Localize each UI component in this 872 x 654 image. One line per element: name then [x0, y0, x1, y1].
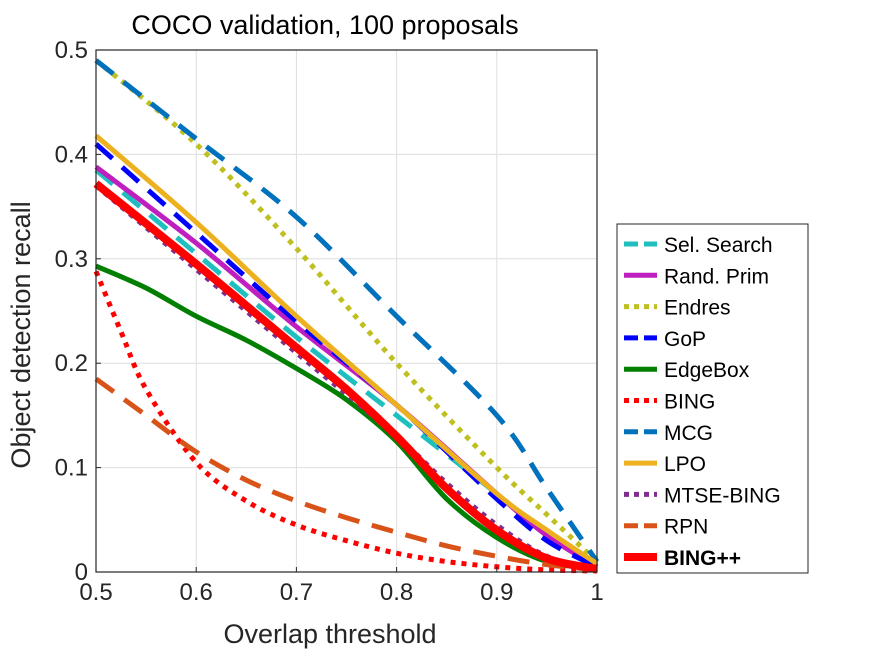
legend-label-bing: BING	[664, 391, 715, 414]
series-line-bingplusplus	[93, 180, 598, 573]
series-line-edgebox	[94, 263, 598, 572]
series-line-rand-prim	[94, 164, 599, 569]
x-tick-label: 0.7	[280, 579, 313, 606]
y-tick-label: 0.4	[55, 141, 88, 168]
x-tick-label: 0.5	[79, 579, 112, 606]
chart-title: COCO validation, 100 proposals	[131, 10, 518, 40]
legend-label-lpo: LPO	[664, 453, 706, 476]
legend: Sel. Search Rand. Prim Endres GoP EdgeBox BIN…	[616, 223, 809, 574]
legend-label-mcg: MCG	[664, 422, 713, 445]
x-tick-label: 0.9	[480, 579, 513, 606]
x-tick-label: 1	[590, 579, 603, 606]
series-line-endres	[94, 58, 599, 564]
x-tick-label: 0.6	[180, 579, 213, 606]
series-line-rpn	[94, 376, 598, 573]
y-tick-label: 0.5	[55, 37, 88, 64]
series-line-mcg	[94, 58, 600, 564]
legend-label-endres: Endres	[664, 297, 731, 320]
legend-label-rpn: RPN	[664, 516, 708, 539]
y-tick-label: 0.2	[55, 350, 88, 377]
legend-label-bingplusplus: BING++	[664, 547, 741, 570]
legend-label-mtse-bing: MTSE-BING	[664, 484, 781, 507]
legend-label-gop: GoP	[664, 328, 706, 351]
legend-label-rand-prim: Rand. Prim	[664, 265, 769, 288]
y-tick-label: 0	[75, 559, 88, 586]
x-tick-label: 0.8	[380, 579, 413, 606]
series-line-lpo	[94, 133, 599, 566]
y-tick-label: 0.1	[55, 455, 88, 482]
series-layer	[93, 58, 600, 574]
plot-frame	[95, 49, 598, 573]
legend-label-edgebox: EdgeBox	[664, 359, 750, 382]
series-line-gop	[94, 142, 599, 570]
x-axis-label: Overlap threshold	[223, 619, 436, 649]
series-line-bing	[93, 270, 598, 574]
y-tick-label: 0.3	[55, 246, 88, 273]
ticks-layer: 0.5 0.6 0.7 0.8 0.9 1 0 0.1 0.2 0.3 0.4 0.5	[55, 37, 604, 606]
y-axis-label: Object detection recall	[6, 201, 36, 468]
legend-label-sel-search: Sel. Search	[664, 234, 773, 257]
